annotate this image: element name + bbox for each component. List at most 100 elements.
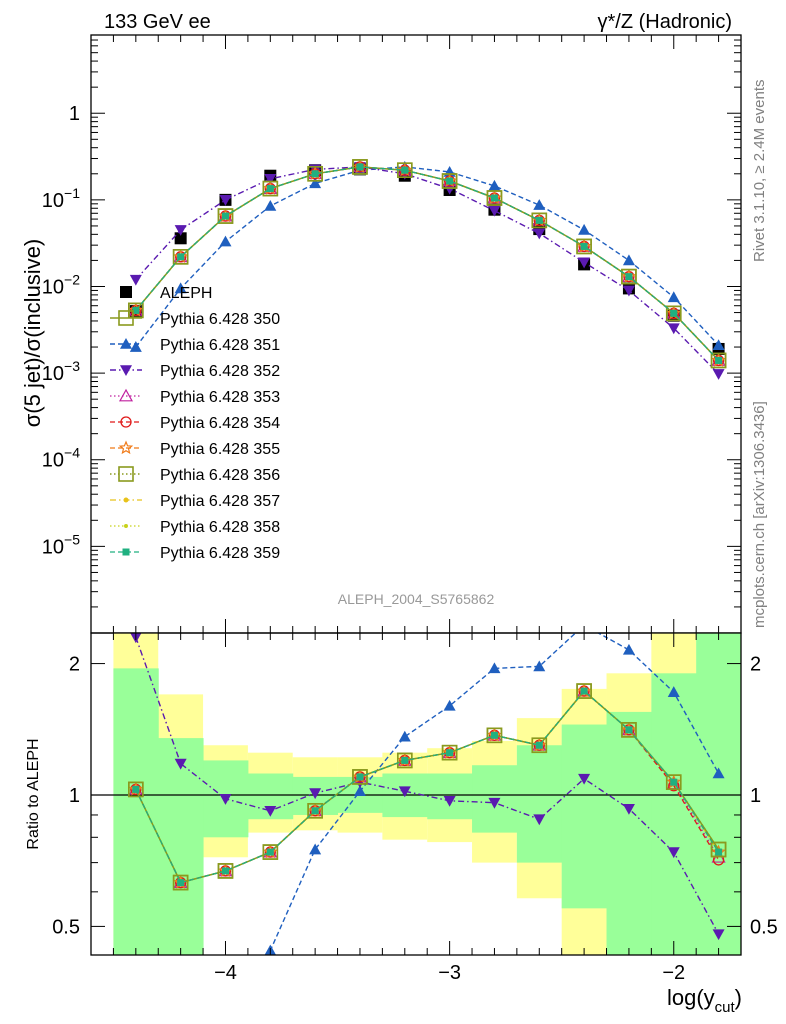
point-p359 <box>221 867 229 875</box>
point-p356 <box>710 841 727 858</box>
point-p356 <box>576 683 592 699</box>
point-p351 <box>667 291 680 303</box>
legend-label: Pythia 6.428 354 <box>160 415 280 432</box>
point-p352 <box>443 183 456 195</box>
point-aleph <box>174 232 187 245</box>
legend-marker <box>124 524 128 528</box>
legend-label: Pythia 6.428 350 <box>160 311 280 328</box>
y-tick-label: 10−4 <box>42 445 80 472</box>
point-p356 <box>262 844 279 860</box>
legend-entry-p352: Pythia 6.428 352 <box>110 363 280 380</box>
point-p359 <box>715 356 723 364</box>
point-p359 <box>356 773 364 781</box>
point-p356 <box>396 752 413 769</box>
series-p356 <box>128 683 727 891</box>
legend: ALEPH Pythia 6.428 350 Pythia 6.428 351 Pyt… <box>110 285 280 562</box>
point-p351 <box>130 977 142 988</box>
line-p351 <box>266 633 720 955</box>
point-p352 <box>488 797 501 809</box>
point-p352 <box>712 929 725 941</box>
point-p352 <box>174 225 187 236</box>
point-p351 <box>398 730 411 742</box>
point-p351 <box>264 199 277 211</box>
point-p359 <box>446 749 454 757</box>
legend-label: Pythia 6.428 358 <box>160 519 280 536</box>
point-p351 <box>309 177 322 189</box>
point-p359 <box>715 848 723 856</box>
line-p351 <box>135 166 720 348</box>
point-p352 <box>622 803 635 815</box>
band-inner <box>606 711 652 955</box>
point-p359 <box>625 273 633 281</box>
analysis-id: ALEPH_2004_S5765862 <box>338 591 495 607</box>
point-p351 <box>667 686 680 697</box>
main-y-label: σ(5 jet)/σ(inclusive) <box>20 239 45 428</box>
point-p352 <box>578 257 591 269</box>
legend-label: Pythia 6.428 357 <box>160 493 280 510</box>
ratio-y-tick-label-right: 0.5 <box>750 916 778 938</box>
series-p353 <box>128 159 726 366</box>
ratio-y-tick-label: 2 <box>69 654 80 676</box>
point-p359 <box>177 253 185 261</box>
point-p359 <box>490 731 498 739</box>
point-p351 <box>129 341 142 352</box>
y-tick-label: 10−1 <box>42 185 80 212</box>
point-p356 <box>307 802 323 819</box>
point-p359 <box>401 756 409 764</box>
y-tick-label: 10−2 <box>42 271 80 298</box>
point-p351 <box>712 767 725 779</box>
point-p351 <box>353 785 366 797</box>
point-p359 <box>221 212 229 220</box>
legend-entry-p356: Pythia 6.428 356 <box>110 466 280 484</box>
ratio-y-tick-label: 0.5 <box>52 916 80 938</box>
point-p359 <box>132 306 140 314</box>
point-p356 <box>531 212 548 229</box>
y-tick-base: 10 <box>42 276 64 298</box>
legend-label: ALEPH <box>160 285 212 302</box>
point-p356 <box>262 180 279 197</box>
legend-marker <box>120 416 132 428</box>
point-p356 <box>486 727 503 744</box>
series-p351 <box>130 633 725 988</box>
point-p356 <box>665 774 682 790</box>
line-p359 <box>135 690 720 884</box>
point-p352 <box>398 786 411 798</box>
legend-entry-p359: Pythia 6.428 359 <box>110 545 280 562</box>
legend-marker <box>120 338 132 349</box>
point-p356 <box>217 863 234 879</box>
point-p351 <box>443 699 456 711</box>
point-p351 <box>309 843 322 855</box>
legend-label: Pythia 6.428 356 <box>160 467 280 484</box>
y-tick-base: 10 <box>42 190 64 212</box>
x-axis-label: log(ycut) <box>667 985 742 1016</box>
y-tick-label: 10−5 <box>42 531 80 558</box>
legend-marker <box>118 440 134 455</box>
y-tick-exponent: −3 <box>64 358 80 374</box>
point-p352 <box>174 758 187 770</box>
point-p356 <box>441 744 458 761</box>
main-panel: 10−510−410−310−210−11σ(5 jet)/σ(inclusiv… <box>20 34 742 634</box>
uncertainty-bands <box>113 633 742 955</box>
point-p352 <box>219 195 232 206</box>
point-p351 <box>533 660 546 672</box>
point-p352 <box>712 369 725 380</box>
point-p359 <box>356 163 364 171</box>
main-series <box>128 159 727 380</box>
y-tick-base: 10 <box>42 450 64 472</box>
point-p352 <box>264 174 277 185</box>
point-p359 <box>266 185 274 193</box>
ratio-y-tick-label-right: 1 <box>750 785 761 807</box>
legend-entry-p355: Pythia 6.428 355 <box>110 440 280 458</box>
point-p351 <box>219 235 232 247</box>
point-p359 <box>625 726 633 734</box>
x-axis-label-main: log(y <box>667 985 715 1010</box>
line-p352 <box>135 636 720 935</box>
ratio-y-tick-label: 1 <box>69 785 80 807</box>
point-p356 <box>665 305 682 322</box>
x-axis-label-close: ) <box>735 985 742 1010</box>
y-tick-exponent: −4 <box>64 445 80 461</box>
point-p359 <box>535 741 543 749</box>
point-p356 <box>486 190 503 206</box>
point-p352 <box>622 285 635 297</box>
legend-label: Pythia 6.428 359 <box>160 545 280 562</box>
